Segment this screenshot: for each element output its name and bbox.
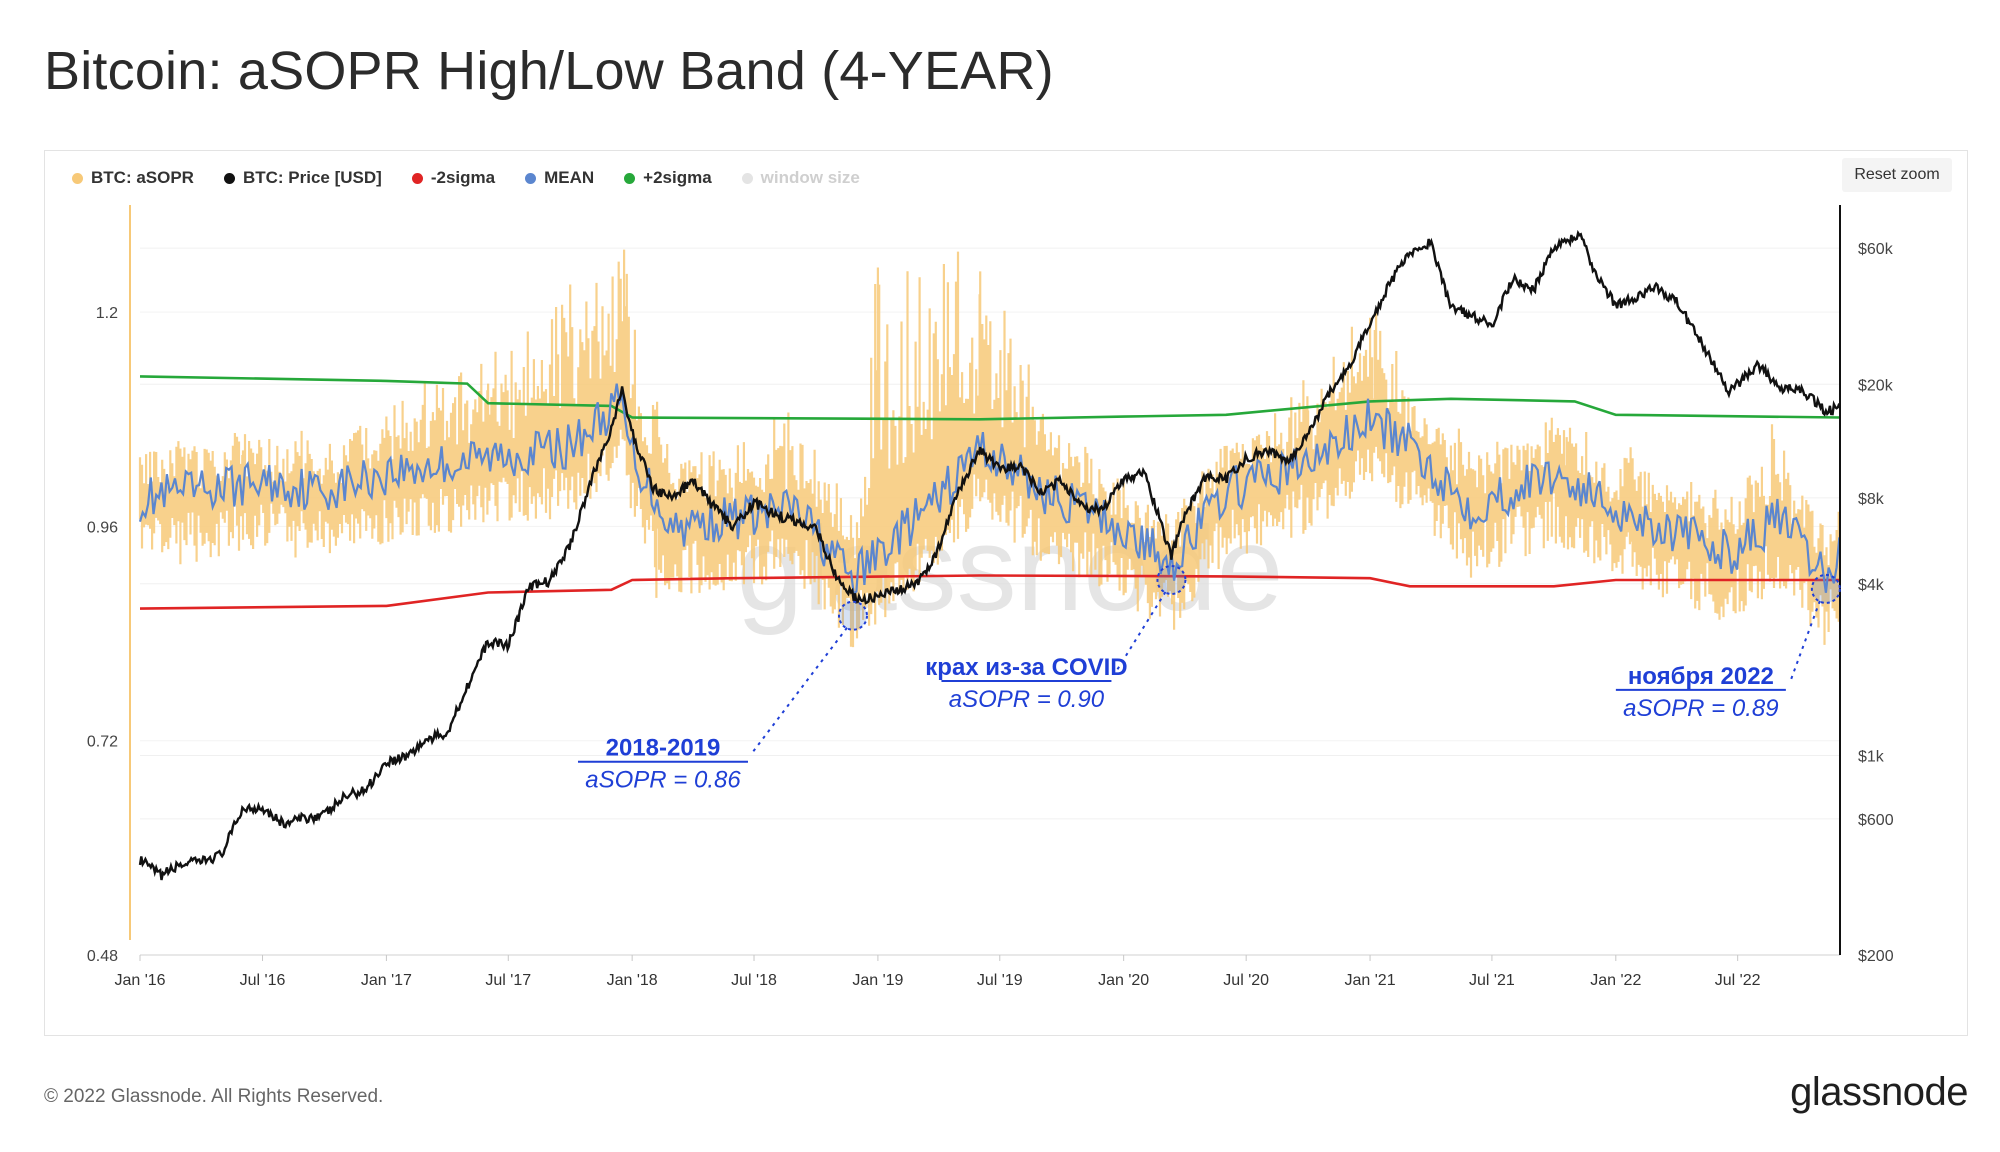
minus-2sigma-line	[139, 574, 1840, 610]
legend-label: -2sigma	[430, 168, 496, 187]
x-tick-label: Jan '21	[1345, 972, 1396, 989]
legend-dot-icon	[741, 172, 753, 184]
x-tick-label: Jan '20	[1098, 972, 1149, 989]
reset-zoom-button[interactable]: Reset zoom	[1842, 158, 1952, 192]
brand-logo: glassnode	[1790, 1070, 1968, 1114]
legend-dot-icon	[72, 172, 83, 184]
right-tick-label: $4k	[1858, 577, 1885, 594]
x-tick-label: Jul '20	[1223, 972, 1269, 989]
axes: Jan '16 Jul '16 Jan '17 Jul '17 Jan '18 Jul '…	[87, 205, 1894, 989]
chart-frame	[44, 150, 1968, 1036]
plus-2sigma-line	[139, 375, 1841, 421]
left-tick-label: 0.96	[87, 519, 118, 536]
series-price	[138, 229, 1841, 881]
legend-label: MEAN	[544, 168, 595, 187]
legend-label: BTC: aSOPR	[91, 168, 194, 187]
x-tick-label: Jul '19	[977, 972, 1023, 989]
annotation-circle	[1156, 565, 1187, 595]
copyright-text: © 2022 Glassnode. All Rights Reserved.	[44, 1086, 384, 1107]
series-mean	[138, 383, 1841, 596]
annotation-title: ноября 2022	[1628, 663, 1774, 690]
right-tick-label: $1k	[1858, 749, 1885, 766]
annotation-title: 2018-2019	[606, 735, 721, 762]
page-title: Bitcoin: aSOPR High/Low Band (4-YEAR)	[44, 41, 1054, 101]
legend-label: BTC: Price [USD]	[242, 168, 382, 187]
annotation-circle	[837, 600, 868, 631]
annotations: 2018-2019 aSOPR = 0.86 крах из-за COVID aSO…	[577, 565, 1841, 794]
x-tick-label: Jul '16	[240, 972, 286, 989]
annotation-subtitle: aSOPR = 0.90	[949, 686, 1105, 713]
x-tick-label: Jul '21	[1469, 972, 1515, 989]
left-tick-label: 1.2	[96, 305, 118, 322]
legend-item-plus-2sigma[interactable]: +2sigma	[624, 168, 712, 188]
legend-dot-icon	[624, 172, 636, 184]
legend-dot-icon	[223, 172, 235, 184]
x-tick-label: Jan '19	[852, 972, 903, 989]
annotation-circle	[1810, 573, 1841, 604]
x-tick-label: Jan '17	[361, 972, 412, 989]
annotation-leader	[752, 627, 848, 753]
x-tick-label: Jan '22	[1590, 972, 1641, 989]
x-tick-label: Jan '18	[607, 972, 658, 989]
right-tick-label: $60k	[1858, 241, 1894, 258]
annotation-title: крах из-за COVID	[925, 654, 1127, 681]
right-tick-label: $200	[1858, 948, 1894, 965]
legend-item-asopr[interactable]: BTC: aSOPR	[72, 168, 194, 188]
mean-line	[138, 383, 1841, 596]
price-line	[138, 229, 1841, 881]
annotation-subtitle: aSOPR = 0.86	[585, 767, 741, 794]
legend-label: window size	[760, 168, 860, 187]
legend-label: +2sigma	[643, 168, 712, 187]
right-tick-label: $8k	[1858, 491, 1885, 508]
left-tick-label: 0.72	[87, 734, 118, 751]
legend-item-price[interactable]: BTC: Price [USD]	[223, 168, 382, 188]
x-tick-label: Jan '16	[114, 972, 165, 989]
right-tick-label: $20k	[1858, 377, 1894, 394]
x-tick-label: Jul '17	[485, 972, 531, 989]
x-tick-label: Jul '22	[1715, 972, 1761, 989]
right-tick-label: $600	[1858, 812, 1894, 829]
x-tick-label: Jul '18	[731, 972, 777, 989]
legend-item-minus-2sigma[interactable]: -2sigma	[411, 168, 496, 188]
series-bands	[139, 375, 1841, 610]
annotation-subtitle: aSOPR = 0.89	[1623, 695, 1778, 722]
legend-dot-icon	[525, 172, 537, 184]
legend-dot-icon	[411, 172, 423, 184]
legend-item-window-size[interactable]: window size	[741, 168, 860, 188]
annotation-leader	[1789, 600, 1821, 681]
left-tick-label: 0.48	[87, 948, 118, 965]
legend-item-mean[interactable]: MEAN	[525, 168, 594, 188]
chart-legend: BTC: aSOPR BTC: Price [USD] -2sigma MEAN…	[72, 168, 860, 188]
